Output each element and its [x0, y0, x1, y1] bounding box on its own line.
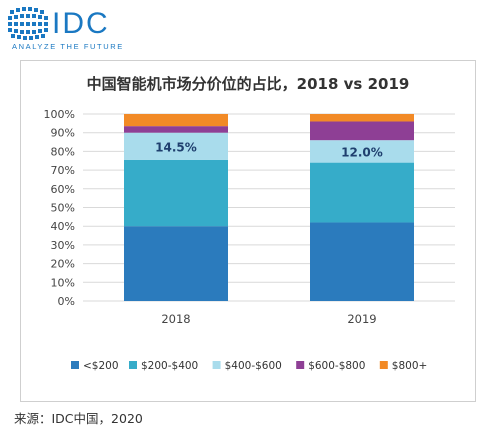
y-tick-label: 70% — [51, 164, 75, 177]
chart-title: 中国智能机市场分价位的占比，2018 vs 2019 — [86, 75, 410, 93]
data-label: 14.5% — [155, 140, 197, 154]
legend-swatch — [212, 361, 221, 369]
source-note: 来源：IDC中国，2020 — [14, 411, 143, 426]
y-tick-label: 80% — [51, 145, 75, 158]
legend-swatch — [296, 361, 305, 369]
y-tick-label: 30% — [51, 239, 75, 252]
bar-segment — [310, 222, 414, 301]
x-tick-label: 2018 — [161, 312, 190, 326]
y-tick-label: 100% — [44, 108, 75, 121]
legend-label: $600-$800 — [308, 360, 365, 372]
chart-panel: 中国智能机市场分价位的占比，2018 vs 2019 0% 10% 20% 30% 40… — [20, 60, 476, 402]
brand-name: IDC — [52, 7, 110, 40]
legend-label: $800+ — [392, 360, 428, 372]
y-tick-label: 20% — [51, 258, 75, 271]
stacked-bar-chart: 0% 10% 20% 30% 40% 50% 60% 70% 80% 90% 100% 14.5% 20… — [44, 108, 455, 372]
legend-label: $400-$600 — [225, 360, 282, 372]
bar-segment — [124, 226, 228, 301]
legend-swatch — [71, 361, 79, 369]
bar-segment — [310, 114, 414, 122]
globe-icon — [8, 7, 48, 40]
legend-label: $200-$400 — [141, 360, 198, 372]
bar-segment — [124, 159, 228, 227]
y-tick-label: 90% — [51, 127, 75, 140]
y-tick-label: 10% — [51, 276, 75, 289]
bar-segment — [124, 126, 228, 133]
y-tick-label: 0% — [58, 295, 75, 308]
data-label: 12.0% — [341, 145, 383, 159]
bar-segment — [310, 140, 414, 163]
legend-label: <$200 — [83, 360, 119, 372]
y-tick-label: 50% — [51, 202, 75, 215]
idc-logo: IDC ANALYZE THE FUTURE — [8, 6, 158, 51]
bar-segment — [310, 162, 414, 223]
bar-segment — [124, 132, 228, 160]
y-tick-label: 40% — [51, 220, 75, 233]
brand-tagline: ANALYZE THE FUTURE — [12, 42, 124, 51]
legend-swatch — [379, 361, 388, 369]
y-tick-label: 60% — [51, 183, 75, 196]
bar-segment — [124, 114, 228, 127]
x-tick-label: 2019 — [347, 312, 376, 326]
legend-swatch — [129, 361, 137, 369]
bar-segment — [310, 121, 414, 141]
